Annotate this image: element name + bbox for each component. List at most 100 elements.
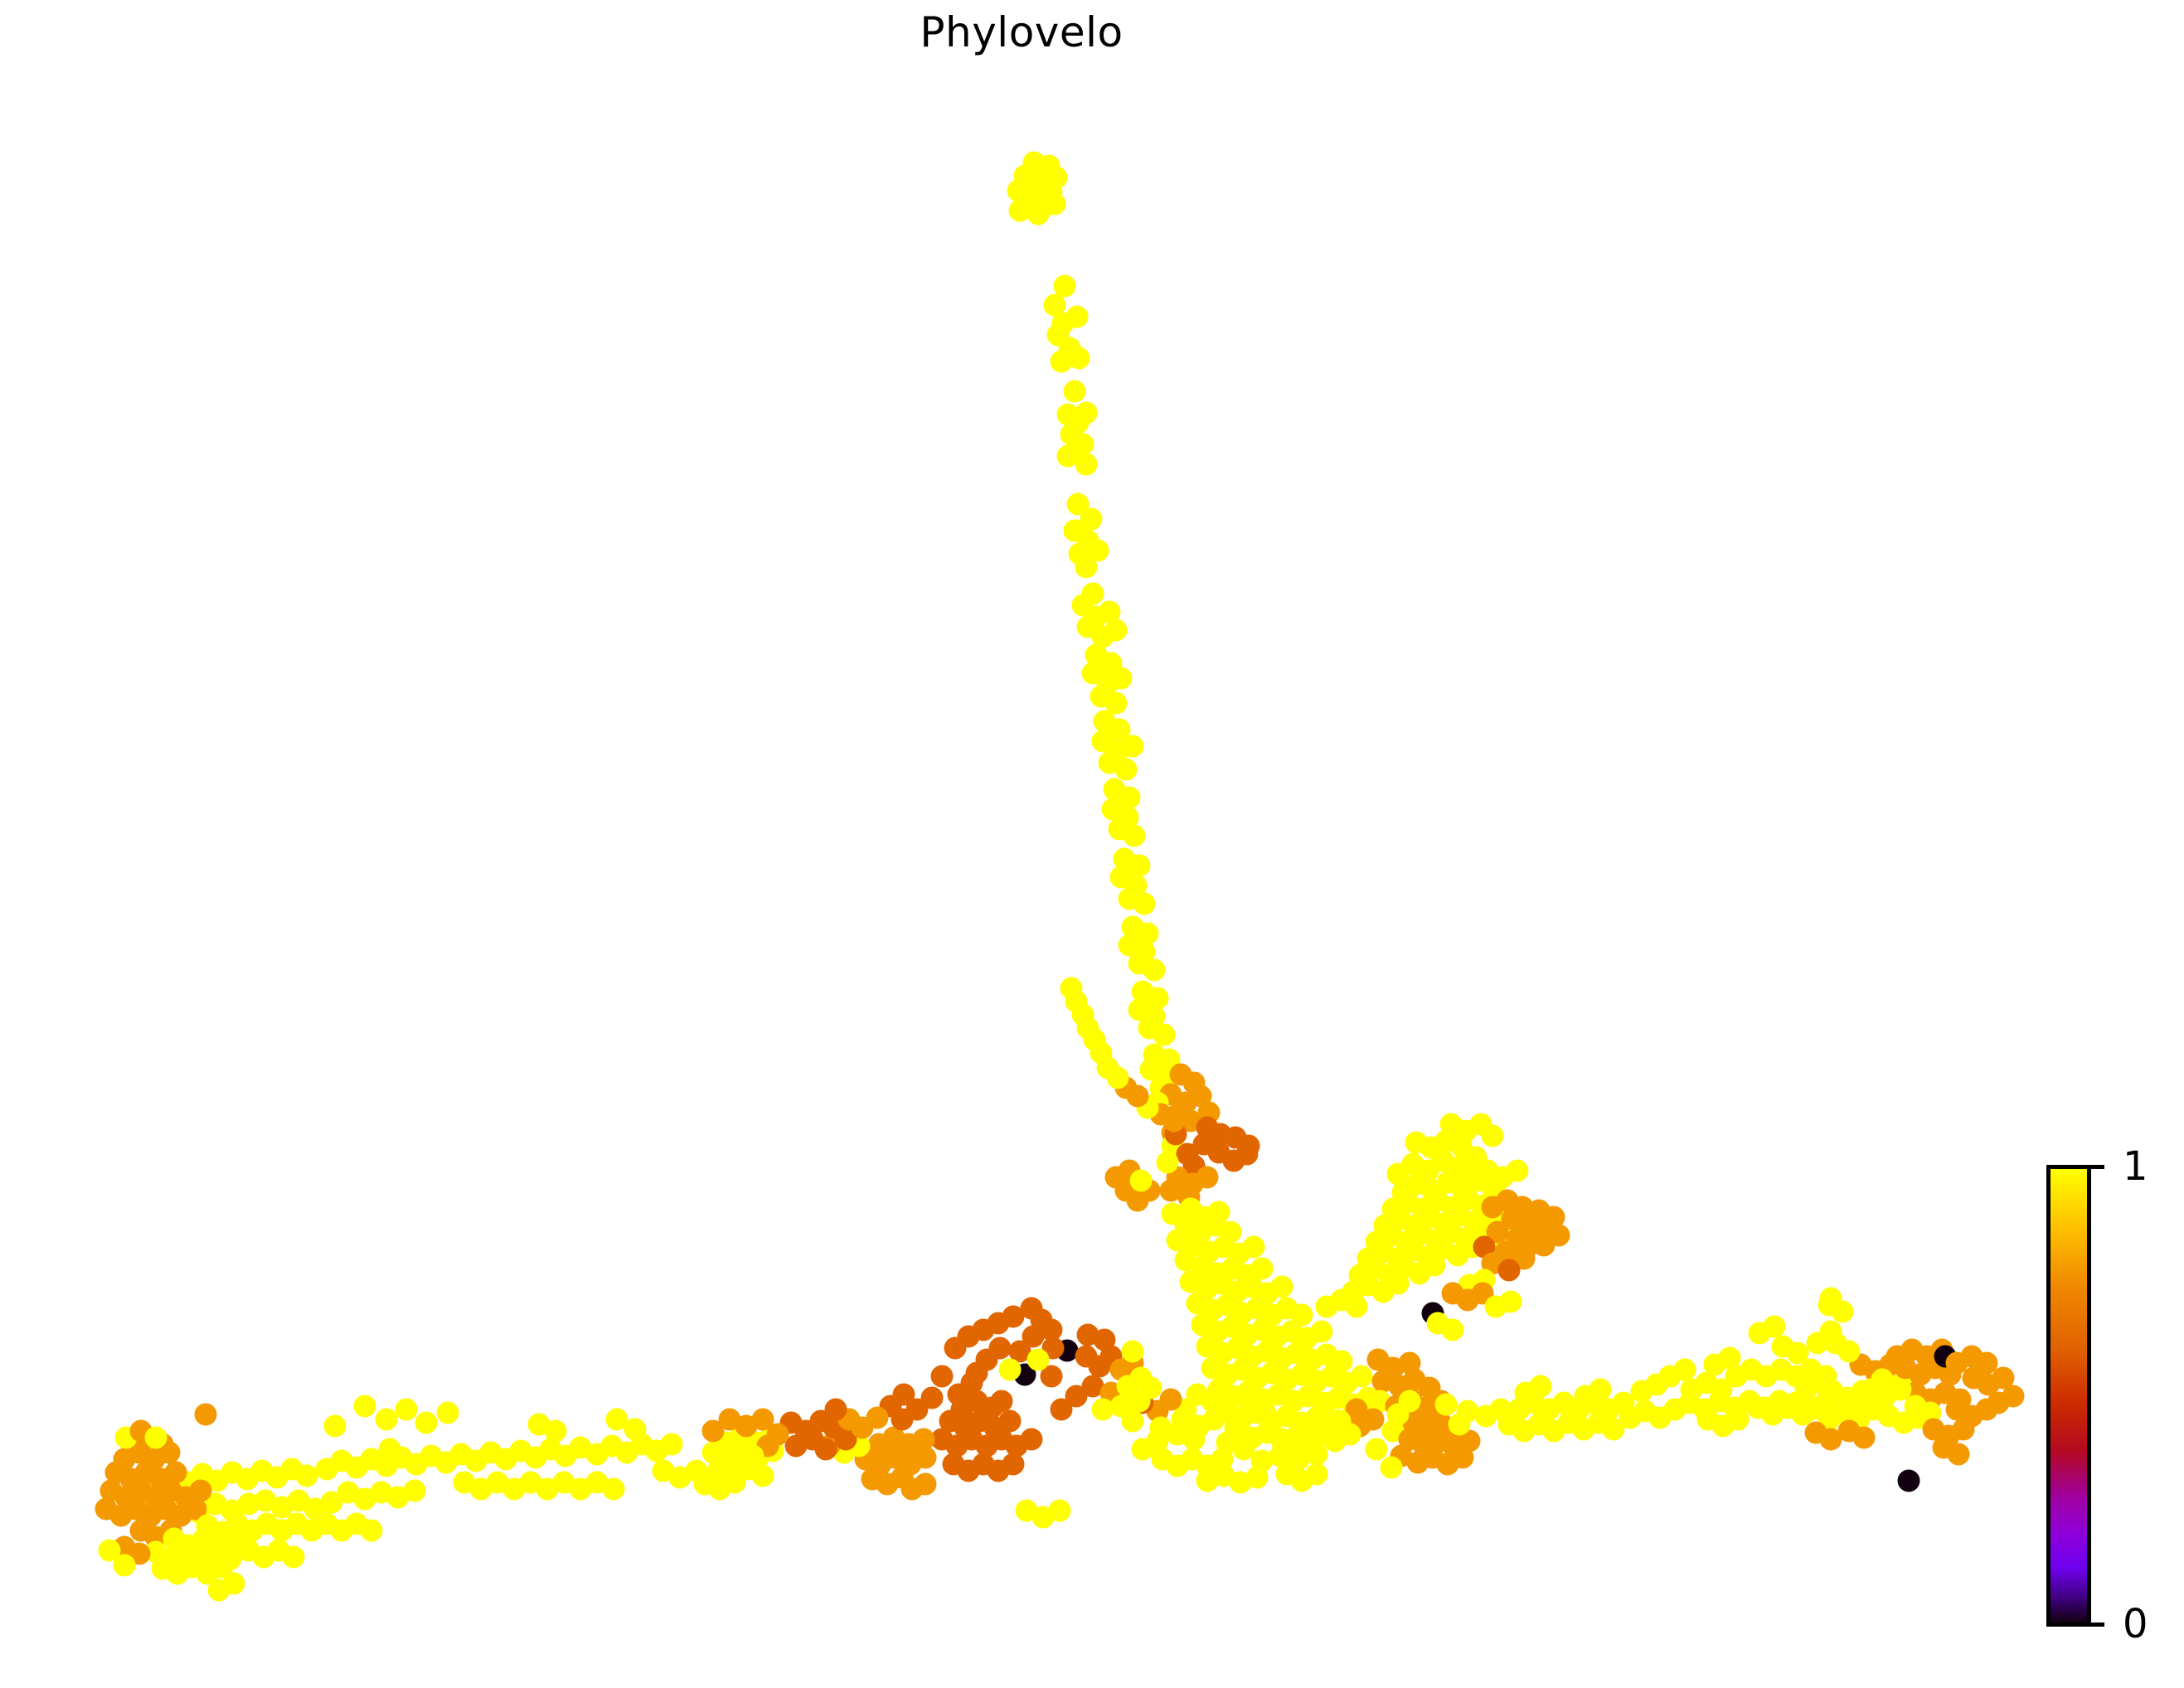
scatter-point (1809, 1371, 1832, 1395)
scatter-point (1897, 1469, 1920, 1492)
scatter-point (1040, 1318, 1063, 1341)
scatter-point (1093, 1328, 1116, 1351)
colorbar[interactable]: 1 0 (2046, 1147, 2179, 1644)
scatter-point (1284, 1438, 1307, 1461)
scatter-point (1108, 718, 1131, 741)
scatter-point (1081, 1375, 1104, 1398)
scatter-point (1547, 1224, 1570, 1247)
scatter-point (1315, 1295, 1338, 1318)
scatter-point (1104, 691, 1128, 715)
scatter-point (1423, 1254, 1446, 1277)
scatter-point (1104, 618, 1128, 642)
scatter-point (912, 1428, 935, 1451)
scatter-point (1350, 1365, 1373, 1388)
scatter-point (947, 1383, 970, 1406)
scatter-point (144, 1426, 167, 1449)
scatter-point (1242, 1235, 1265, 1259)
scatter-point (1121, 1340, 1144, 1363)
scatter-point (1305, 1443, 1328, 1466)
scatter-point (1673, 1358, 1696, 1381)
scatter-point (184, 1497, 207, 1521)
scatter-point (211, 1521, 234, 1544)
scatter-point (1121, 735, 1144, 758)
scatter-point (1129, 1169, 1153, 1192)
scatter-point (990, 1390, 1013, 1413)
scatter-point (814, 1438, 837, 1461)
scatter-point (914, 1446, 937, 1469)
scatter-point (1497, 1259, 1521, 1282)
scatter-point (1602, 1418, 1625, 1441)
scatter-point (1050, 350, 1073, 373)
scatter-point (1710, 1378, 1733, 1401)
scatter-point (1947, 1443, 1970, 1466)
scatter-point (1975, 1351, 1998, 1375)
scatter-point (624, 1418, 647, 1441)
scatter-point (1153, 1023, 1176, 1046)
scatter-point (1189, 1084, 1212, 1108)
scatter-point (1091, 1398, 1114, 1421)
scatter-point (1441, 1318, 1464, 1341)
scatter-point (1008, 199, 1031, 222)
scatter-point (323, 1414, 347, 1438)
scatter-point (1250, 1257, 1274, 1280)
scatter-point (1852, 1426, 1876, 1449)
scatter-point (1232, 1438, 1255, 1461)
scatter-point (1060, 977, 1083, 1000)
scatter-point (1434, 1393, 1458, 1416)
scatter-point (2002, 1385, 2025, 1408)
scatter-point (834, 1428, 857, 1451)
scatter-point (1726, 1408, 1750, 1431)
scatter-point (751, 1408, 774, 1431)
scatter-point (353, 1395, 376, 1418)
scatter-point (1020, 1428, 1043, 1451)
scatter-point (726, 1454, 750, 1477)
scatter-point (1386, 1403, 1410, 1426)
scatter-point (1365, 1438, 1388, 1461)
scatter-point (1075, 453, 1098, 476)
scatter-point (1819, 1428, 1842, 1451)
scatter-point (1328, 1409, 1352, 1433)
scatter-point (1202, 1408, 1225, 1431)
scatter-point (1952, 1418, 1975, 1441)
scatter-point (98, 1539, 121, 1562)
scatter-point (1063, 380, 1086, 403)
scatter-point (1201, 1390, 1224, 1413)
scatter-point (194, 1403, 217, 1426)
scatter-point (1763, 1315, 1786, 1338)
scatter-point (1026, 1348, 1050, 1371)
scatter-point (164, 1461, 187, 1484)
scatter-point (282, 1545, 305, 1569)
scatter-point (1022, 1325, 1045, 1348)
scatter-point (287, 1489, 310, 1512)
colorbar-tick-top (2091, 1165, 2104, 1169)
scatter-point (1529, 1375, 1552, 1398)
scatter-point (1245, 1466, 1269, 1489)
scatter-point (1040, 1365, 1063, 1388)
scatter-point (1056, 444, 1080, 468)
scatter-point (1814, 1391, 1837, 1414)
scatter-point (403, 1479, 426, 1502)
scatter-point (395, 1398, 418, 1421)
scatter-point (1109, 667, 1133, 690)
scatter-point (211, 1555, 234, 1579)
scatter-point (544, 1419, 567, 1443)
scatter-point (900, 1477, 924, 1501)
scatter-point (222, 1572, 245, 1595)
scatter-point (1237, 1134, 1260, 1157)
scatter-point (1118, 786, 1141, 809)
scatter-point (1066, 492, 1090, 516)
scatter-point (1002, 1453, 1025, 1476)
scatter-point (1121, 1409, 1144, 1433)
scatter-point (415, 1411, 438, 1434)
scatter-points-group (95, 151, 2025, 1602)
scatter-point (1254, 1401, 1277, 1424)
scatter-point (1104, 1166, 1128, 1189)
scatter-point (1043, 192, 1066, 216)
scatter-point (1456, 1399, 1479, 1423)
scatter-point (685, 1459, 708, 1482)
scatter-point (1067, 347, 1090, 370)
scatter-point (360, 1519, 383, 1542)
colorbar-label-min: 0 (2123, 1601, 2148, 1647)
